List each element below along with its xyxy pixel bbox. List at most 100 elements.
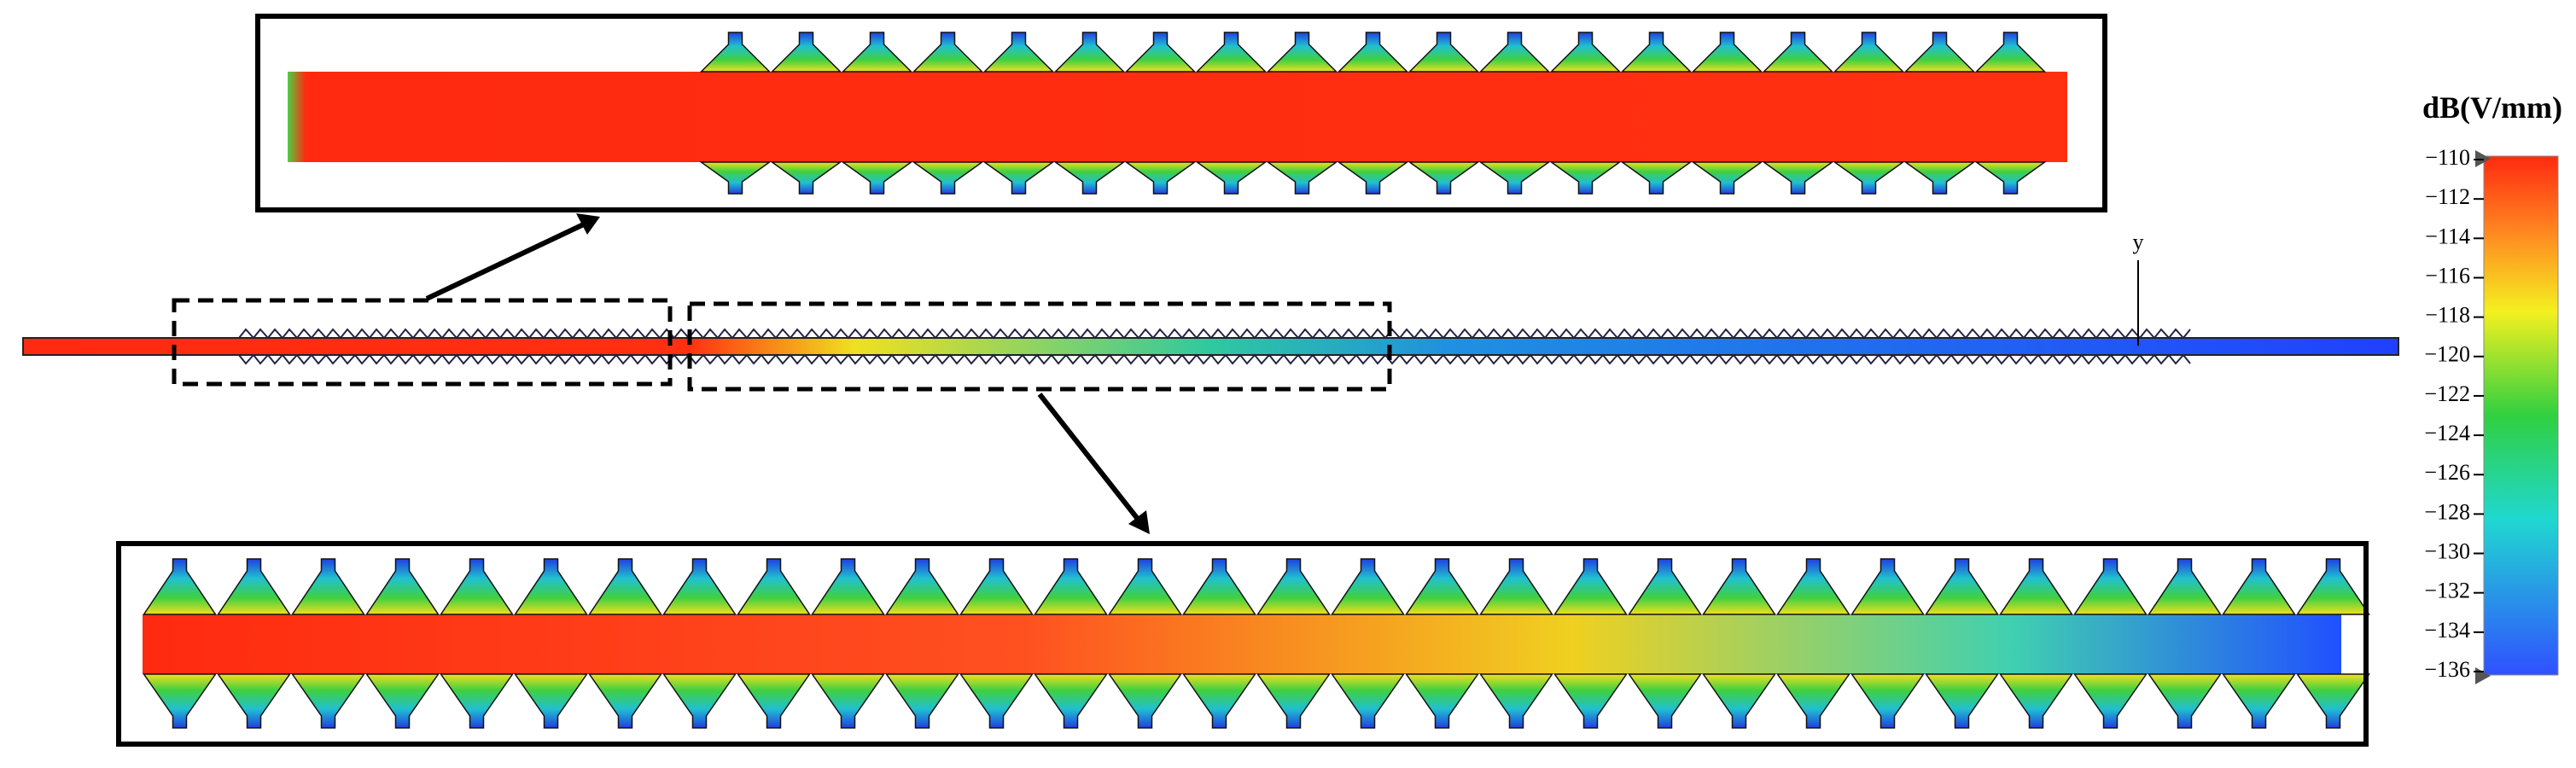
tooth xyxy=(1124,161,1197,195)
tooth xyxy=(1479,558,1553,615)
tooth xyxy=(885,673,959,729)
tooth xyxy=(737,558,811,615)
tooth xyxy=(1553,558,1628,615)
tooth xyxy=(959,673,1034,729)
tooth xyxy=(1776,673,1850,729)
tooth xyxy=(841,161,913,195)
tooth xyxy=(1620,32,1693,73)
top-inset xyxy=(288,32,2067,195)
tooth xyxy=(291,673,365,729)
tooth xyxy=(1182,673,1256,729)
inset-frame xyxy=(255,14,2107,212)
tooth xyxy=(143,673,217,729)
tooth xyxy=(1553,673,1628,729)
waveguide-body xyxy=(22,337,2399,356)
tooth xyxy=(1999,673,2073,729)
colorbar-tick-label: −110 xyxy=(2425,145,2470,170)
tooth xyxy=(1628,558,1702,615)
tooth xyxy=(737,673,811,729)
tooth xyxy=(1256,558,1331,615)
tooth xyxy=(1195,32,1268,73)
tooth xyxy=(143,558,217,615)
colorbar-tick-label: −124 xyxy=(2424,421,2470,445)
tooth xyxy=(1762,161,1834,195)
tooth xyxy=(1850,673,1925,729)
tooth xyxy=(662,673,737,729)
tooth xyxy=(1691,161,1763,195)
tooth xyxy=(1620,161,1693,195)
tooth xyxy=(440,558,514,615)
tooth xyxy=(1195,161,1268,195)
colorbar-tick-label: −116 xyxy=(2425,263,2470,288)
tooth xyxy=(699,32,772,73)
tooth xyxy=(2222,673,2296,729)
tooth xyxy=(811,673,885,729)
tooth xyxy=(1407,161,1480,195)
tooth xyxy=(1479,673,1553,729)
tooth xyxy=(811,558,885,615)
tooth xyxy=(1256,673,1331,729)
colorbar-tick-label: −128 xyxy=(2424,499,2470,524)
colorbar xyxy=(2483,155,2559,676)
tooth xyxy=(2073,558,2148,615)
tooth xyxy=(1053,161,1126,195)
tooth xyxy=(1124,32,1197,73)
tooth xyxy=(514,673,588,729)
tooth xyxy=(1182,558,1256,615)
tooth xyxy=(1337,32,1409,73)
tooth xyxy=(1628,673,1702,729)
colorbar-tick-label: −118 xyxy=(2425,303,2470,328)
colorbar-tick-label: −134 xyxy=(2424,618,2470,643)
tooth xyxy=(885,558,959,615)
tooth xyxy=(365,673,440,729)
tooth xyxy=(1974,32,2047,73)
tooth xyxy=(1925,673,1999,729)
tooth xyxy=(1549,161,1622,195)
corrugation xyxy=(238,353,2191,365)
waveguide xyxy=(22,328,2399,365)
tooth xyxy=(1974,161,2047,195)
tooth xyxy=(1833,161,1905,195)
tooth xyxy=(1691,32,1763,73)
tooth xyxy=(1903,32,1976,73)
zoom-box xyxy=(687,301,1392,392)
tooth xyxy=(588,558,662,615)
tooth xyxy=(912,161,984,195)
tooth xyxy=(440,673,514,729)
arrow xyxy=(425,219,591,301)
colorbar-tick-label: −120 xyxy=(2424,342,2470,367)
tooth xyxy=(1478,32,1551,73)
tooth xyxy=(217,558,291,615)
tooth xyxy=(2148,558,2222,615)
tooth xyxy=(841,32,913,73)
tooth xyxy=(1850,558,1925,615)
bottom-inset xyxy=(143,558,2370,729)
colorbar-title: dB(V/mm) xyxy=(2422,90,2562,125)
tooth xyxy=(1407,32,1480,73)
tooth xyxy=(1405,558,1479,615)
tooth xyxy=(291,558,365,615)
tooth xyxy=(1108,558,1182,615)
tooth xyxy=(1034,673,1108,729)
colorbar-tick-label: −126 xyxy=(2424,460,2470,485)
colorbar-tick-label: −130 xyxy=(2424,539,2470,564)
tooth xyxy=(1999,558,2073,615)
tooth xyxy=(1478,161,1551,195)
field-band xyxy=(143,614,2341,674)
zoom-box xyxy=(172,298,673,387)
tooth xyxy=(2073,673,2148,729)
probe-label: y xyxy=(2133,230,2144,254)
tooth xyxy=(912,32,984,73)
colorbar-tick-label: −136 xyxy=(2424,657,2470,682)
tooth xyxy=(982,32,1055,73)
tooth xyxy=(959,558,1034,615)
arrow-head xyxy=(576,213,600,235)
corrugation xyxy=(238,328,2191,340)
tooth xyxy=(1337,161,1409,195)
tooth xyxy=(2296,673,2370,729)
tooth xyxy=(1405,673,1479,729)
tooth xyxy=(1776,558,1850,615)
tooth xyxy=(1053,32,1126,73)
tooth xyxy=(1266,32,1338,73)
